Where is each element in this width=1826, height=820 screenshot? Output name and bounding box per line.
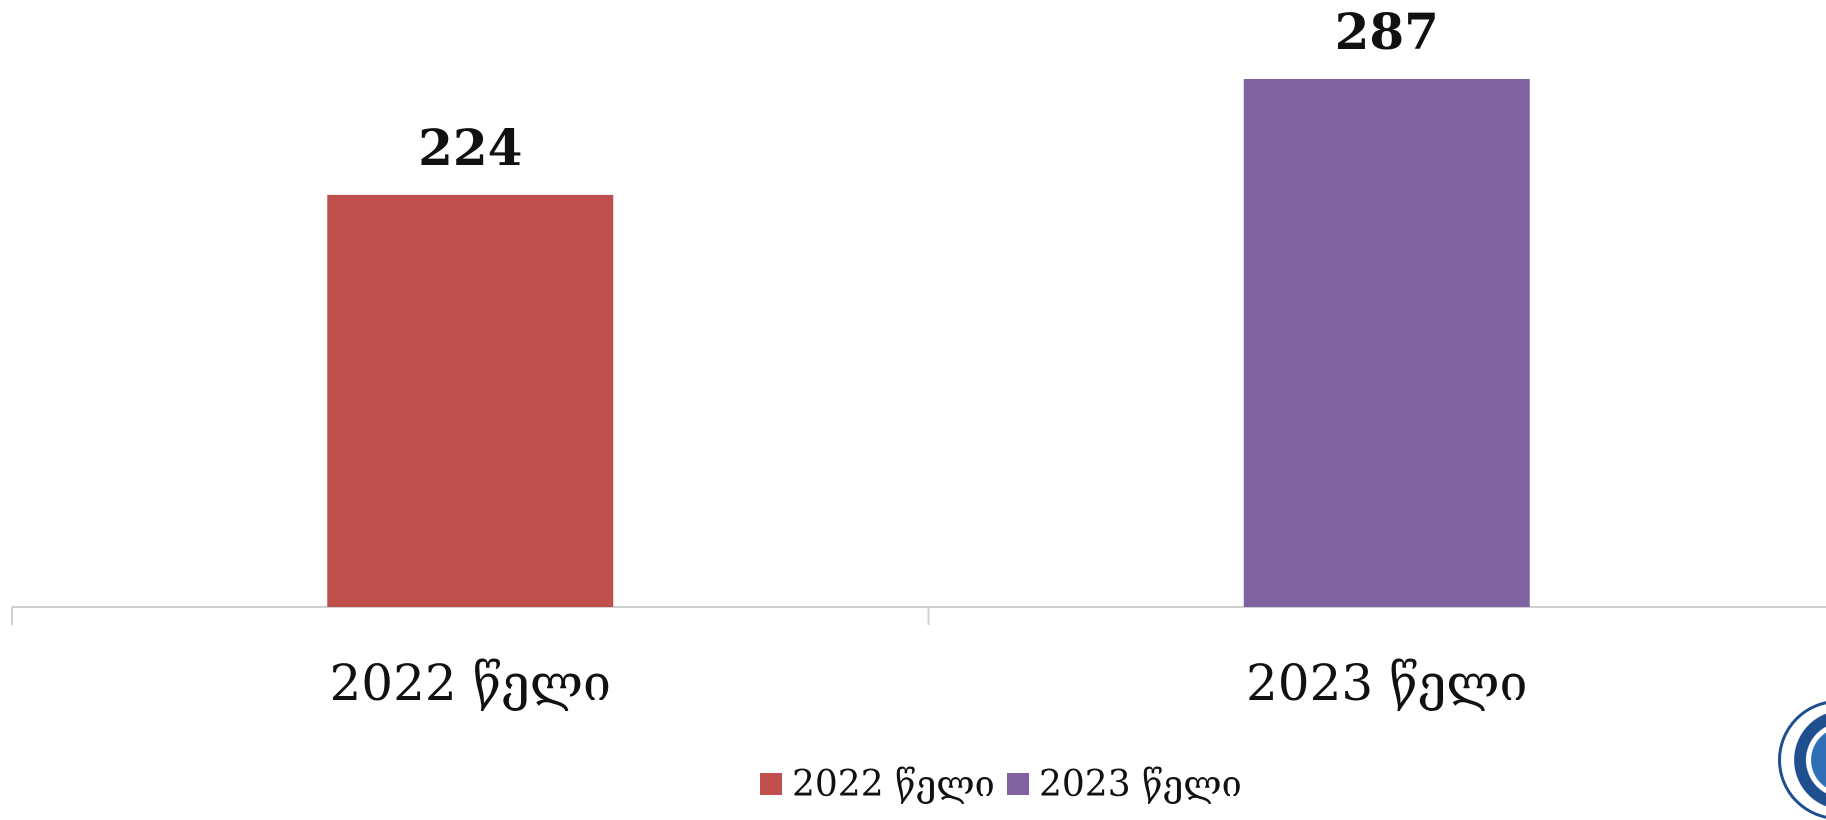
bar [1243, 79, 1530, 607]
x-tick-label: 2022 წელი [329, 654, 611, 712]
legend-label: 2022 წელი [792, 764, 995, 805]
data-label: 224 [418, 118, 522, 177]
legend-swatch [760, 773, 782, 795]
legend-swatch [1007, 773, 1029, 795]
bar [327, 194, 614, 607]
plot-area: 224 2022 წელი 287 2023 წელი [11, 2, 1826, 712]
legend-label: 2023 წელი [1039, 764, 1242, 805]
legend: 2022 წელი 2023 წელი [760, 764, 1242, 805]
data-label: 287 [1335, 2, 1439, 61]
x-tick-label: 2023 წელი [1246, 654, 1528, 712]
